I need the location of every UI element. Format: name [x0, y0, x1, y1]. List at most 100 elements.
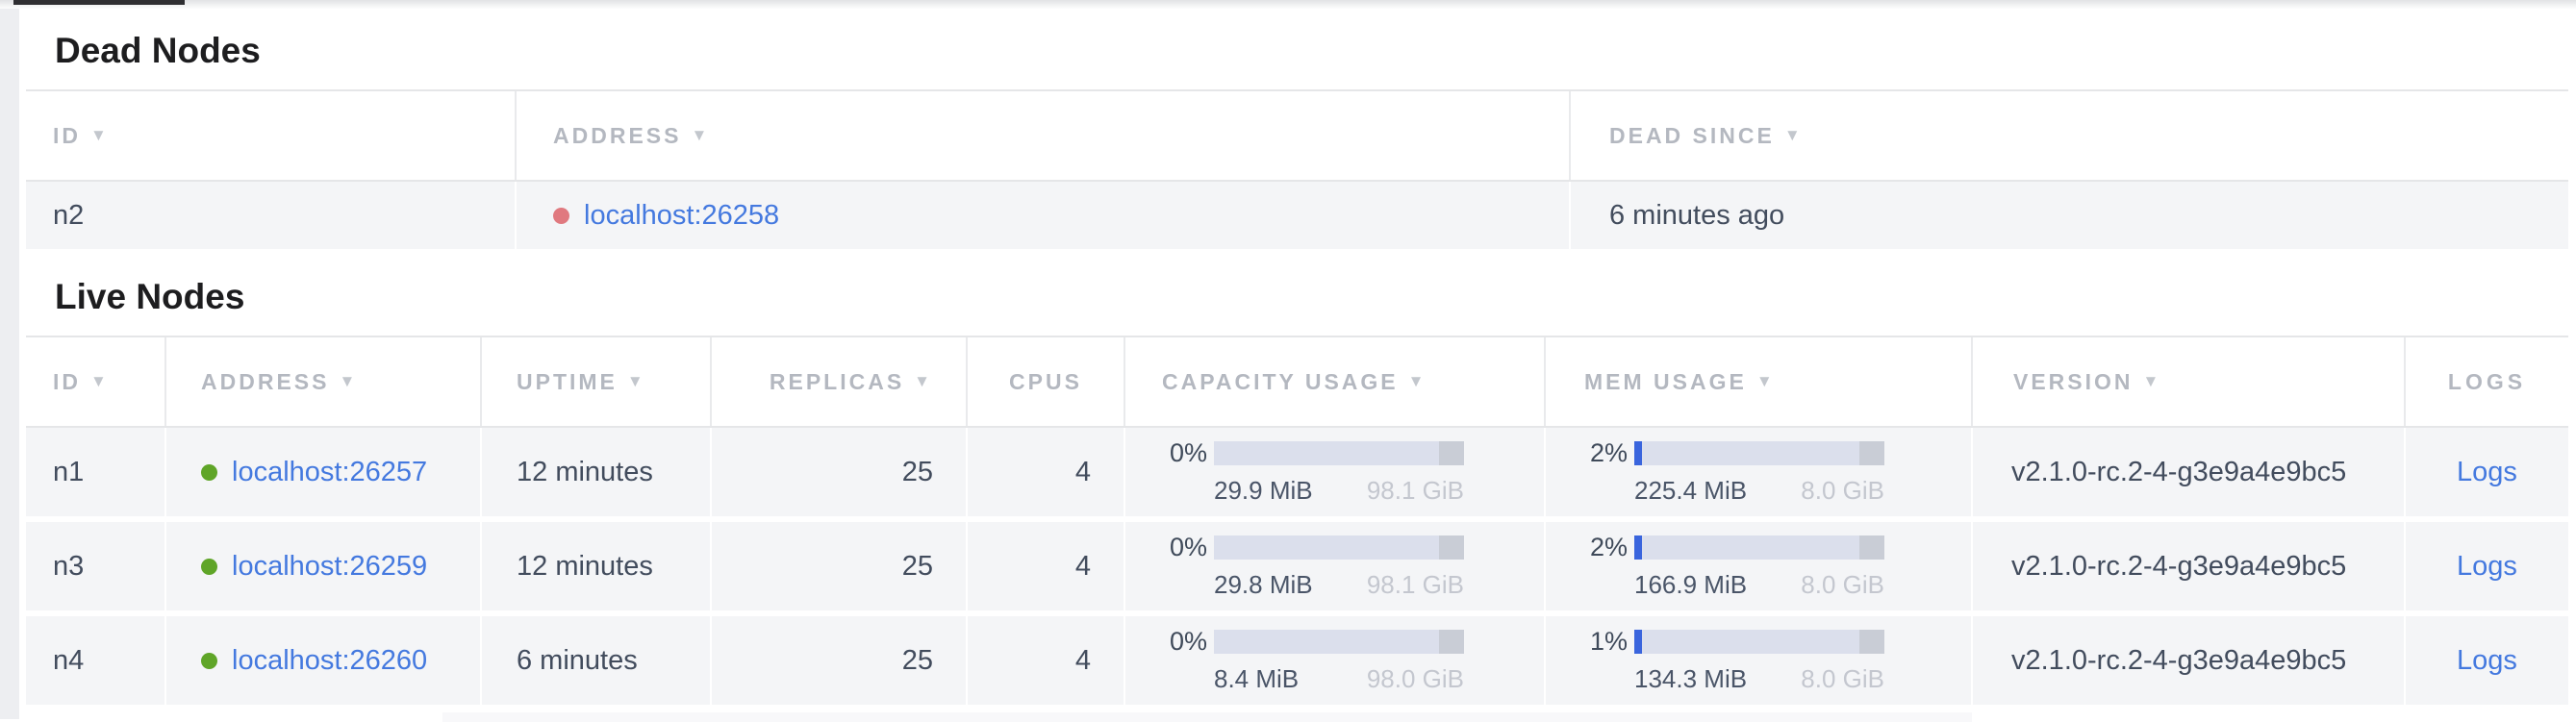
replicas-value: 25: [901, 644, 933, 676]
dead-nodes-header-row: ID ▼ ADDRESS ▼ DEAD SINCE ▼: [26, 89, 2568, 182]
sort-desc-icon: ▼: [1755, 372, 1776, 390]
page-left-gutter: [0, 0, 19, 719]
mem-usage-cell: 1% 134.3 MiB 8.0 GiB: [1544, 616, 1971, 705]
capacity-percent: 0%: [1169, 533, 1207, 561]
capacity-usage-cell: 0% 29.8 MiB 98.1 GiB: [1124, 522, 1544, 610]
replicas-value: 25: [901, 456, 933, 487]
mem-total-value: 8.0 GiB: [1801, 570, 1884, 599]
mem-usage-bar-fill: [1634, 535, 1642, 560]
uptime-value: 12 minutes: [517, 550, 653, 582]
node-address-cell: localhost:26260: [164, 616, 480, 705]
replicas-cell: 25: [710, 616, 966, 705]
logs-link[interactable]: Logs: [2457, 550, 2517, 582]
replicas-value: 25: [901, 550, 933, 582]
col-header-cpus: CPUS: [966, 337, 1124, 426]
node-live-status-dot-icon: [201, 558, 217, 575]
col-header-id[interactable]: ID ▼: [26, 337, 164, 426]
node-id: n1: [53, 456, 85, 487]
node-address-cell: localhost:26259: [164, 522, 480, 610]
col-header-address[interactable]: ADDRESS ▼: [164, 337, 480, 426]
col-header-dead-since[interactable]: DEAD SINCE ▼: [1569, 91, 2568, 180]
mem-total-value: 8.0 GiB: [1801, 664, 1884, 693]
live-nodes-title: Live Nodes: [55, 277, 245, 316]
live-node-row: n4 localhost:26260 6 minutes 25 4 0%: [26, 616, 2568, 705]
logs-link[interactable]: Logs: [2457, 644, 2517, 676]
logs-link[interactable]: Logs: [2457, 456, 2517, 487]
capacity-percent: 0%: [1169, 438, 1207, 467]
col-header-label: LOGS: [2447, 368, 2527, 394]
col-header-mem-usage[interactable]: MEM USAGE ▼: [1544, 337, 1971, 426]
mem-usage-bar: [1634, 535, 1884, 560]
node-id: n4: [53, 644, 85, 676]
uptime-value: 6 minutes: [517, 644, 638, 676]
mem-usage-bar-fill: [1634, 630, 1642, 654]
dead-since-cell: 6 minutes ago: [1569, 182, 2568, 249]
logs-cell: Logs: [2404, 616, 2568, 705]
node-id-cell: n1: [26, 428, 164, 516]
version-value: v2.1.0-rc.2-4-g3e9a4e9bc5: [2011, 550, 2347, 582]
uptime-cell: 12 minutes: [480, 522, 710, 610]
capacity-total-value: 98.0 GiB: [1366, 664, 1464, 693]
node-id: n3: [53, 550, 85, 582]
col-header-label: MEM USAGE: [1584, 368, 1747, 394]
sort-desc-icon: ▼: [1783, 126, 1804, 144]
col-header-capacity-usage[interactable]: CAPACITY USAGE ▼: [1124, 337, 1544, 426]
col-header-uptime[interactable]: UPTIME ▼: [480, 337, 710, 426]
logs-cell: Logs: [2404, 428, 2568, 516]
sort-desc-icon: ▼: [914, 372, 933, 390]
live-nodes-table: ID ▼ ADDRESS ▼ UPTIME ▼ REPLICAS ▼ CPUS …: [26, 336, 2568, 705]
uptime-cell: 12 minutes: [480, 428, 710, 516]
capacity-total-value: 98.1 GiB: [1366, 476, 1464, 505]
col-header-label: UPTIME: [517, 368, 618, 394]
mem-usage-bar: [1634, 630, 1884, 654]
cpus-value: 4: [1074, 644, 1091, 676]
capacity-usage-bar: [1214, 535, 1464, 560]
nodes-overview-page: Dead Nodes ID ▼ ADDRESS ▼ DEAD SINCE ▼ n…: [26, 9, 2568, 722]
node-address-cell: localhost:26257: [164, 428, 480, 516]
col-header-label: REPLICAS: [769, 368, 905, 394]
capacity-usage-cell: 0% 8.4 MiB 98.0 GiB: [1124, 616, 1544, 705]
node-address-link[interactable]: localhost:26257: [232, 456, 428, 487]
col-header-label: ID: [53, 122, 81, 148]
col-header-label: ID: [53, 368, 81, 394]
mem-used-value: 134.3 MiB: [1634, 664, 1748, 693]
node-id-cell: n2: [26, 182, 515, 249]
sort-desc-icon: ▼: [2142, 372, 2162, 390]
col-header-label: CPUS: [1009, 368, 1082, 394]
col-header-label: DEAD SINCE: [1609, 122, 1775, 148]
dead-since-value: 6 minutes ago: [1609, 199, 1785, 231]
capacity-used-value: 29.9 MiB: [1214, 476, 1313, 505]
mem-usage-bar: [1634, 441, 1884, 465]
uptime-value: 12 minutes: [517, 456, 653, 487]
capacity-total-value: 98.1 GiB: [1366, 570, 1464, 599]
mem-usage-cell: 2% 166.9 MiB 8.0 GiB: [1544, 522, 1971, 610]
cpus-value: 4: [1074, 456, 1091, 487]
active-tab-underline: [13, 0, 185, 5]
mem-percent: 2%: [1589, 533, 1628, 561]
sort-desc-icon: ▼: [691, 126, 711, 144]
live-nodes-header-row: ID ▼ ADDRESS ▼ UPTIME ▼ REPLICAS ▼ CPUS …: [26, 336, 2568, 428]
live-node-row: n1 localhost:26257 12 minutes 25 4 0%: [26, 428, 2568, 516]
col-header-label: VERSION: [2013, 368, 2134, 394]
col-header-id[interactable]: ID ▼: [26, 91, 515, 180]
node-id: n2: [53, 199, 85, 231]
node-address-link[interactable]: localhost:26259: [232, 550, 428, 582]
node-address-link[interactable]: localhost:26260: [232, 644, 428, 676]
col-header-address[interactable]: ADDRESS ▼: [515, 91, 1569, 180]
col-header-version[interactable]: VERSION ▼: [1971, 337, 2404, 426]
capacity-usage-bar: [1214, 630, 1464, 654]
node-address-link[interactable]: localhost:26258: [584, 199, 780, 231]
col-header-label: CAPACITY USAGE: [1162, 368, 1399, 394]
top-nav-shadow: [0, 0, 2576, 9]
live-node-row: n3 localhost:26259 12 minutes 25 4 0%: [26, 522, 2568, 610]
sort-desc-icon: ▼: [90, 126, 110, 144]
mem-used-value: 166.9 MiB: [1634, 570, 1748, 599]
mem-usage-bar-fill: [1634, 441, 1642, 465]
col-header-logs: LOGS: [2404, 337, 2568, 426]
node-dead-status-dot-icon: [553, 207, 569, 224]
node-id-cell: n3: [26, 522, 164, 610]
node-live-status-dot-icon: [201, 652, 217, 669]
mem-used-value: 225.4 MiB: [1634, 476, 1748, 505]
col-header-replicas[interactable]: REPLICAS ▼: [710, 337, 966, 426]
mem-usage-cell: 2% 225.4 MiB 8.0 GiB: [1544, 428, 1971, 516]
